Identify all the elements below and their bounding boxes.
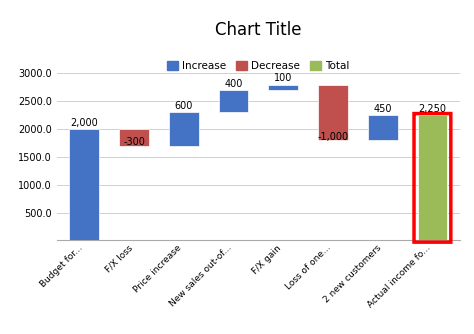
Bar [169, 113, 199, 146]
Text: 100: 100 [274, 73, 292, 83]
Bar [219, 90, 248, 113]
Legend: Increase, Decrease, Total: Increase, Decrease, Total [163, 57, 354, 75]
Text: 450: 450 [374, 104, 392, 114]
Title: Chart Title: Chart Title [215, 21, 301, 39]
Text: 400: 400 [224, 79, 243, 89]
Text: 2,250: 2,250 [419, 104, 447, 114]
Bar [318, 85, 348, 140]
Bar [368, 115, 398, 140]
Bar [268, 85, 298, 90]
Bar [119, 129, 149, 146]
Bar [418, 115, 447, 240]
Text: 2,000: 2,000 [70, 118, 98, 128]
Text: -300: -300 [123, 137, 145, 147]
Bar [69, 129, 99, 240]
Text: 600: 600 [174, 101, 193, 111]
Text: -1,000: -1,000 [318, 132, 348, 142]
